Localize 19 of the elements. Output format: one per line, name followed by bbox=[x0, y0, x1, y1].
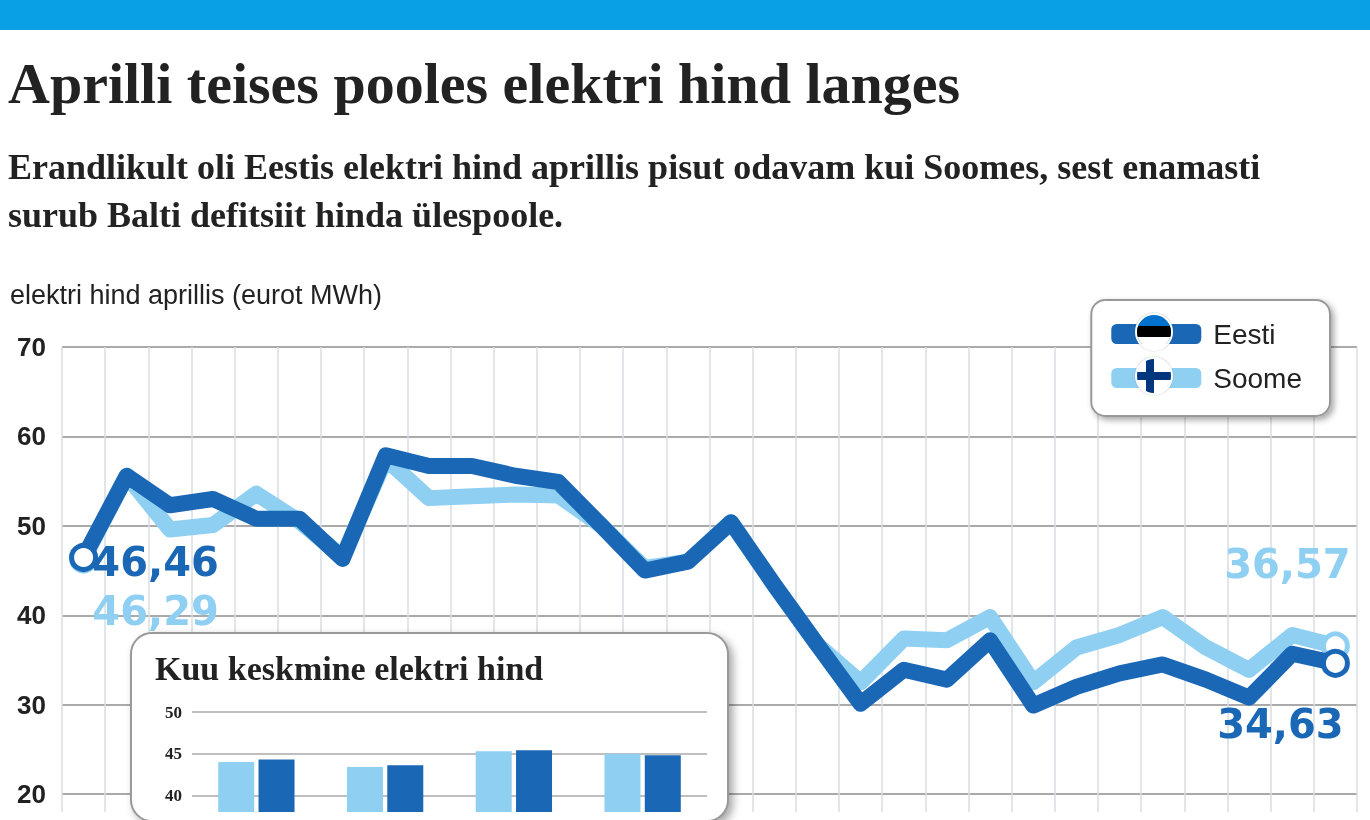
data-label: 34,63 bbox=[1217, 700, 1344, 747]
data-label: 36,57 bbox=[1224, 541, 1351, 588]
legend-label: Eesti bbox=[1213, 318, 1276, 350]
y-tick-label: 50 bbox=[165, 702, 182, 722]
y-tick-label: 70 bbox=[17, 332, 46, 362]
y-tick-label: 50 bbox=[17, 510, 46, 541]
legend-label: Soome bbox=[1213, 362, 1302, 394]
chart-title: Kuu keskmine elektri hind bbox=[155, 649, 544, 687]
y-tick-label: 30 bbox=[17, 689, 46, 720]
y-tick-label: 60 bbox=[17, 421, 46, 452]
data-label: 46,46 bbox=[92, 539, 219, 585]
y-tick-label: 45 bbox=[165, 744, 182, 764]
y-tick-label: 20 bbox=[17, 779, 46, 810]
point bbox=[1320, 648, 1350, 678]
y-axis-title: elektri hind aprillis (eurot MWh) bbox=[10, 280, 383, 311]
y-tick-label: 40 bbox=[165, 785, 182, 805]
chart-title: Aprilli teises pooles elektri hind langes bbox=[8, 50, 961, 117]
y-tick-label: 40 bbox=[17, 600, 46, 631]
chart-subtitle: Erandlikult oli Eestis elektri hind aprillis pisut odavam kui Soomes, sest enamasti surub Balti defitsiit hinda ülespoole. bbox=[8, 146, 1262, 237]
